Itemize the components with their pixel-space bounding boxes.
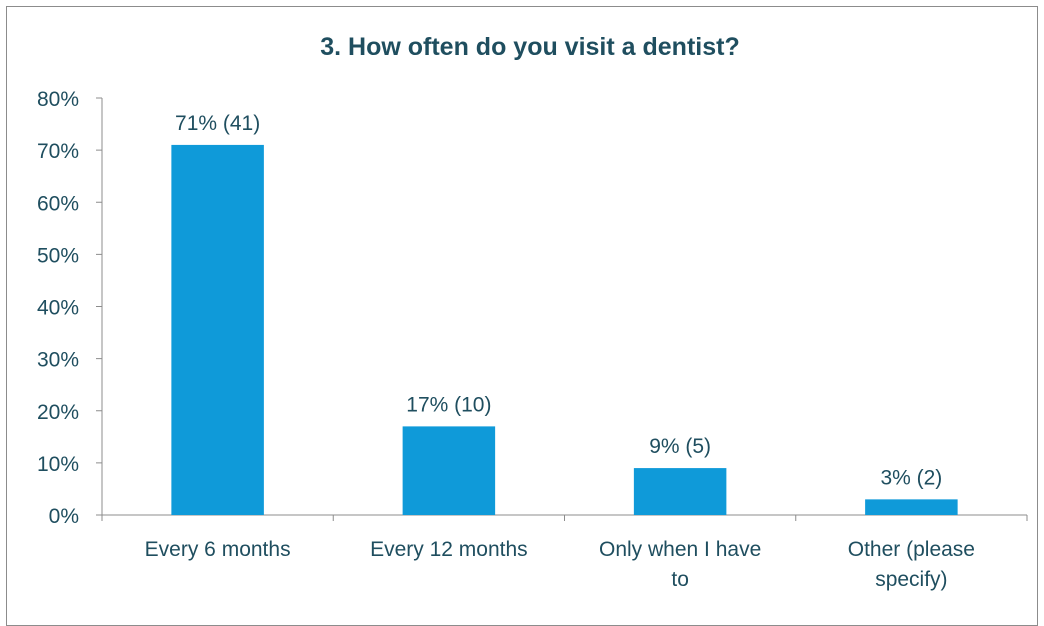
bar [402, 426, 496, 515]
y-tick-label: 40% [37, 297, 79, 320]
bar [633, 468, 727, 515]
x-tick-labels: Every 6 months Every 12 months Only when I… [145, 538, 975, 591]
x-tick-label-line: specify) [875, 568, 947, 591]
bar [171, 144, 264, 515]
x-tick-label: Only when I have to [599, 538, 761, 591]
x-tick-label-line: Other (please [848, 538, 975, 561]
x-axis [101, 514, 1028, 521]
data-label: 3% (2) [880, 466, 942, 489]
y-tick-label: 80% [37, 88, 79, 111]
data-labels: 71% (41) 17% (10) 9% (5) 3% (2) [175, 112, 942, 489]
y-tick-label: 0% [49, 505, 79, 528]
y-tick-label: 10% [37, 453, 79, 476]
y-tick-label: 60% [37, 192, 79, 215]
bar [865, 499, 958, 515]
x-tick-label-line: Every 6 months [145, 538, 291, 561]
x-tick-label-line: Only when I have [599, 538, 761, 561]
x-tick-label: Every 6 months [145, 538, 291, 561]
x-tick-label: Other (please specify) [848, 538, 975, 591]
data-label: 71% (41) [175, 112, 260, 135]
y-tick-label: 50% [37, 244, 79, 267]
chart-title: 3. How often do you visit a dentist? [320, 33, 739, 61]
y-tick-label: 70% [37, 140, 79, 163]
x-tick-label-line: to [671, 568, 689, 591]
bars [171, 144, 958, 515]
data-label: 17% (10) [406, 393, 491, 416]
x-tick-label: Every 12 months [370, 538, 528, 561]
y-tick-label: 30% [37, 349, 79, 372]
y-tick-label: 20% [37, 401, 79, 424]
bar-chart: 3. How often do you visit a dentist? 0% 1… [37, 33, 1028, 591]
y-axis: 0% 10% 20% 30% 40% 50% 60% 70% 80% [37, 88, 103, 528]
data-label: 9% (5) [649, 435, 711, 458]
x-tick-label-line: Every 12 months [370, 538, 528, 561]
